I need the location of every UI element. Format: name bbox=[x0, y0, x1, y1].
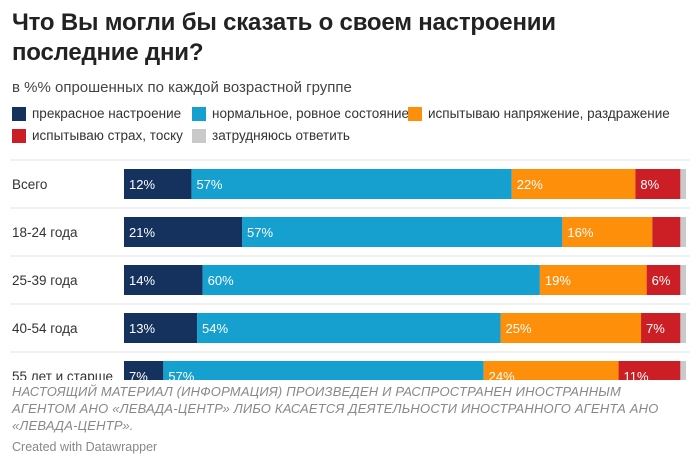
bar-segment bbox=[680, 169, 686, 199]
bar-segment bbox=[124, 313, 198, 343]
stacked-bar-chart: Всего 12% 57% 22% 8% 18-24 года 21% 57% 16% 25-39… bbox=[10, 159, 690, 380]
bar-segment bbox=[124, 169, 192, 199]
bar-segment bbox=[641, 313, 681, 343]
legend-label: испытываю напряжение, раздражение bbox=[428, 106, 670, 121]
datawrapper-credit: Created with Datawrapper bbox=[12, 440, 158, 454]
data-label: 7% bbox=[129, 369, 148, 380]
legend-swatch bbox=[192, 106, 206, 121]
bar-segment bbox=[197, 313, 501, 343]
category-label: 55 лет и старше bbox=[12, 369, 113, 380]
data-label: 6% bbox=[652, 273, 671, 288]
data-label: 12% bbox=[129, 177, 155, 192]
bar-segment bbox=[124, 361, 164, 380]
bar-segment bbox=[511, 169, 636, 199]
bar-segment bbox=[680, 217, 686, 247]
category-label: 25-39 года bbox=[12, 273, 78, 288]
data-label: 13% bbox=[129, 321, 155, 336]
legend-label: прекрасное настроение bbox=[32, 106, 182, 121]
bar-segment bbox=[483, 361, 619, 380]
chart-subtitle: в %% опрошенных по каждой возрастной гру… bbox=[12, 79, 352, 96]
bar-segment bbox=[680, 361, 686, 380]
data-label: 7% bbox=[646, 321, 665, 336]
legend-swatch bbox=[12, 128, 26, 143]
bar-segment bbox=[191, 169, 512, 199]
bar-segment bbox=[562, 217, 653, 247]
category-label: Всего bbox=[12, 177, 47, 192]
bar-segment bbox=[652, 217, 681, 247]
bar-segment bbox=[635, 169, 681, 199]
legend-label: нормальное, ровное состояние bbox=[212, 106, 410, 121]
category-label: 40-54 года bbox=[12, 321, 78, 336]
legend-swatch bbox=[12, 106, 26, 121]
legend-item-normal: нормальное, ровное состояние bbox=[192, 106, 409, 121]
legend-item-fear: испытываю страх, тоску bbox=[12, 128, 183, 143]
legend-item-great: прекрасное настроение bbox=[12, 106, 181, 121]
data-label: 19% bbox=[545, 273, 571, 288]
bar-segment bbox=[618, 361, 681, 380]
data-label: 14% bbox=[129, 273, 155, 288]
chart-title: Что Вы могли бы сказать о своем настроен… bbox=[12, 9, 556, 66]
category-label: 18-24 года bbox=[12, 225, 78, 240]
data-label: 22% bbox=[517, 177, 543, 192]
legend-swatch bbox=[192, 128, 206, 143]
data-label: 57% bbox=[168, 369, 194, 380]
data-label: 57% bbox=[247, 225, 273, 240]
data-label: 8% bbox=[640, 177, 659, 192]
bar-segment bbox=[680, 313, 686, 343]
legend-item-unsure: затрудняюсь ответить bbox=[192, 128, 350, 143]
legend-label: испытываю страх, тоску bbox=[32, 128, 183, 143]
data-label: 16% bbox=[567, 225, 593, 240]
data-label: 25% bbox=[506, 321, 532, 336]
data-label: 21% bbox=[129, 225, 155, 240]
bar-segment bbox=[500, 313, 642, 343]
bar-segment bbox=[539, 265, 647, 295]
bar-segment bbox=[680, 265, 686, 295]
bar-segment bbox=[242, 217, 563, 247]
bar-segment bbox=[124, 217, 243, 247]
data-label: 24% bbox=[489, 369, 515, 380]
data-label: 60% bbox=[208, 273, 234, 288]
bar-segment bbox=[202, 265, 540, 295]
bar-segment bbox=[646, 265, 681, 295]
data-label: 57% bbox=[196, 177, 222, 192]
data-label: 11% bbox=[624, 369, 649, 380]
foreign-agent-notice: НАСТОЯЩИЙ МАТЕРИАЛ (ИНФОРМАЦИЯ) ПРОИЗВЕД… bbox=[12, 384, 659, 433]
bar-segment bbox=[163, 361, 484, 380]
bar-segment bbox=[124, 265, 203, 295]
legend-label: затрудняюсь ответить bbox=[212, 128, 350, 143]
data-label: 54% bbox=[202, 321, 228, 336]
legend-swatch bbox=[408, 106, 422, 121]
legend-item-tension: испытываю напряжение, раздражение bbox=[408, 106, 670, 121]
